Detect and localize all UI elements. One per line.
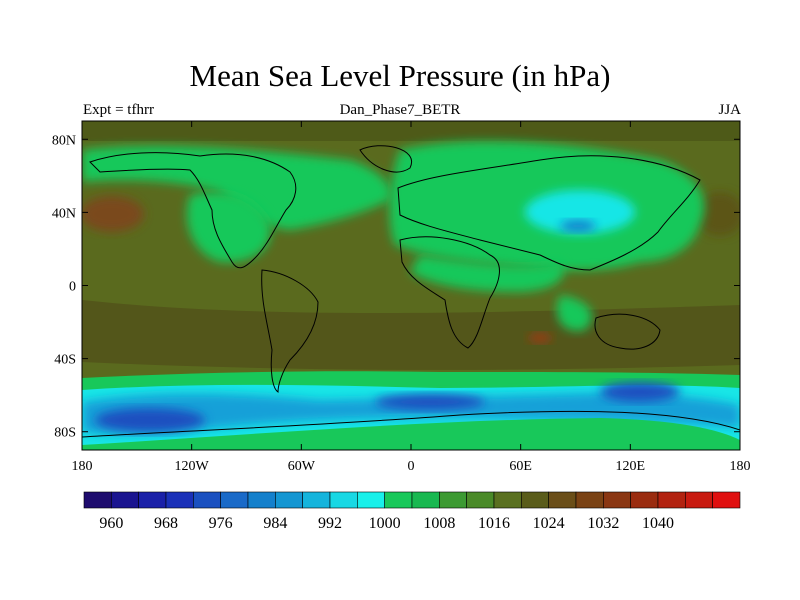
colorbar-label: 1008 <box>423 515 455 532</box>
colorbar-swatch <box>111 491 139 509</box>
colorbar-swatch <box>493 491 522 509</box>
colorbar-label: 1000 <box>369 515 401 532</box>
colorbar-swatch <box>138 491 167 509</box>
y-tick-label: 40S <box>54 353 76 368</box>
y-tick-label: 80S <box>54 426 76 441</box>
coast-north-america <box>89 152 297 269</box>
colorbar-swatch <box>329 491 358 509</box>
pressure-field <box>82 121 740 450</box>
colorbar-swatch <box>439 491 467 509</box>
coast-greenland <box>359 145 413 173</box>
colorbar-label: 1024 <box>533 515 565 532</box>
field-indian-ocean-green <box>556 295 592 331</box>
field-arctic-band <box>82 121 740 141</box>
field-pacific-high-east <box>696 192 740 236</box>
y-tick-label: 40N <box>52 206 76 221</box>
x-tick-label: 180 <box>72 459 93 474</box>
colorbar-label: 1040 <box>642 515 674 532</box>
coast-africa <box>399 236 500 349</box>
x-tick-label: 120E <box>616 459 646 474</box>
colorbar-label: 968 <box>154 515 178 532</box>
colorbar-swatch <box>411 491 440 509</box>
field-indian-sector-low <box>375 394 485 410</box>
colorbar-swatch <box>384 491 413 509</box>
colorbar-swatch <box>302 491 331 509</box>
x-tick-label: 60W <box>288 459 316 474</box>
colorbar-swatch <box>466 491 495 509</box>
colorbar-swatch <box>548 491 577 509</box>
field-pacific-high <box>82 196 144 232</box>
field-pacific-sector-low <box>600 382 680 402</box>
colorbar-swatch <box>603 491 631 509</box>
field-asian-low <box>525 190 635 234</box>
field-antarctic-plateau <box>82 418 740 450</box>
colorbar-label: 960 <box>99 515 123 532</box>
x-tick-label: 60E <box>509 459 532 474</box>
colorbar-swatch <box>630 491 659 509</box>
coastlines <box>82 145 740 438</box>
field-africa-green <box>410 255 564 292</box>
field-north-atlantic-green <box>82 145 391 230</box>
coast-antarctica <box>82 410 740 438</box>
field-amundsen-low <box>95 408 205 432</box>
colorbar-swatch <box>165 491 194 509</box>
y-tick-label: 0 <box>69 280 76 295</box>
colorbar-label: 992 <box>318 515 342 532</box>
colorbar-label: 1016 <box>478 515 510 532</box>
colorbar-swatch <box>575 491 604 509</box>
y-axis: 80N 40N 0 40S 80S <box>52 133 740 441</box>
colorbar-label: 984 <box>263 515 287 532</box>
colorbar-swatch <box>275 491 303 509</box>
x-tick-label: 120W <box>175 459 210 474</box>
coast-south-america <box>261 269 319 393</box>
map-title: Mean Sea Level Pressure (in hPa) <box>189 58 611 93</box>
dataset-subtitle: Dan_Phase7_BETR <box>339 102 461 118</box>
field-asian-low-core <box>560 220 596 232</box>
experiment-label: Expt = tfhrr <box>83 102 154 118</box>
field-circumpolar-trough <box>82 392 740 435</box>
colorbar-swatch <box>83 491 112 509</box>
x-tick-label: 0 <box>408 459 415 474</box>
colorbar-swatch <box>657 491 686 509</box>
x-axis: 180 120W 60W 0 60E 120E 180 <box>72 121 751 474</box>
coast-australia <box>594 313 661 350</box>
season-label: JJA <box>718 102 741 118</box>
colorbar-label: 1032 <box>587 515 619 532</box>
colorbar-label: 976 <box>209 515 233 532</box>
colorbar-swatch <box>357 491 385 509</box>
colorbar-swatch <box>521 491 549 509</box>
y-tick-label: 80N <box>52 133 76 148</box>
x-tick-label: 180 <box>730 459 751 474</box>
colorbar: 960 968 976 984 992 1000 1008 1016 1024 1032 1040 <box>83 491 741 532</box>
colorbar-swatch <box>193 491 221 509</box>
field-mascarene-high-core <box>528 333 552 343</box>
field-north-america-green <box>186 191 271 263</box>
colorbar-swatch <box>685 491 713 509</box>
colorbar-swatch <box>712 491 741 509</box>
colorbar-swatch <box>220 491 249 509</box>
colorbar-swatch <box>247 491 276 509</box>
coast-eurasia <box>397 155 701 271</box>
